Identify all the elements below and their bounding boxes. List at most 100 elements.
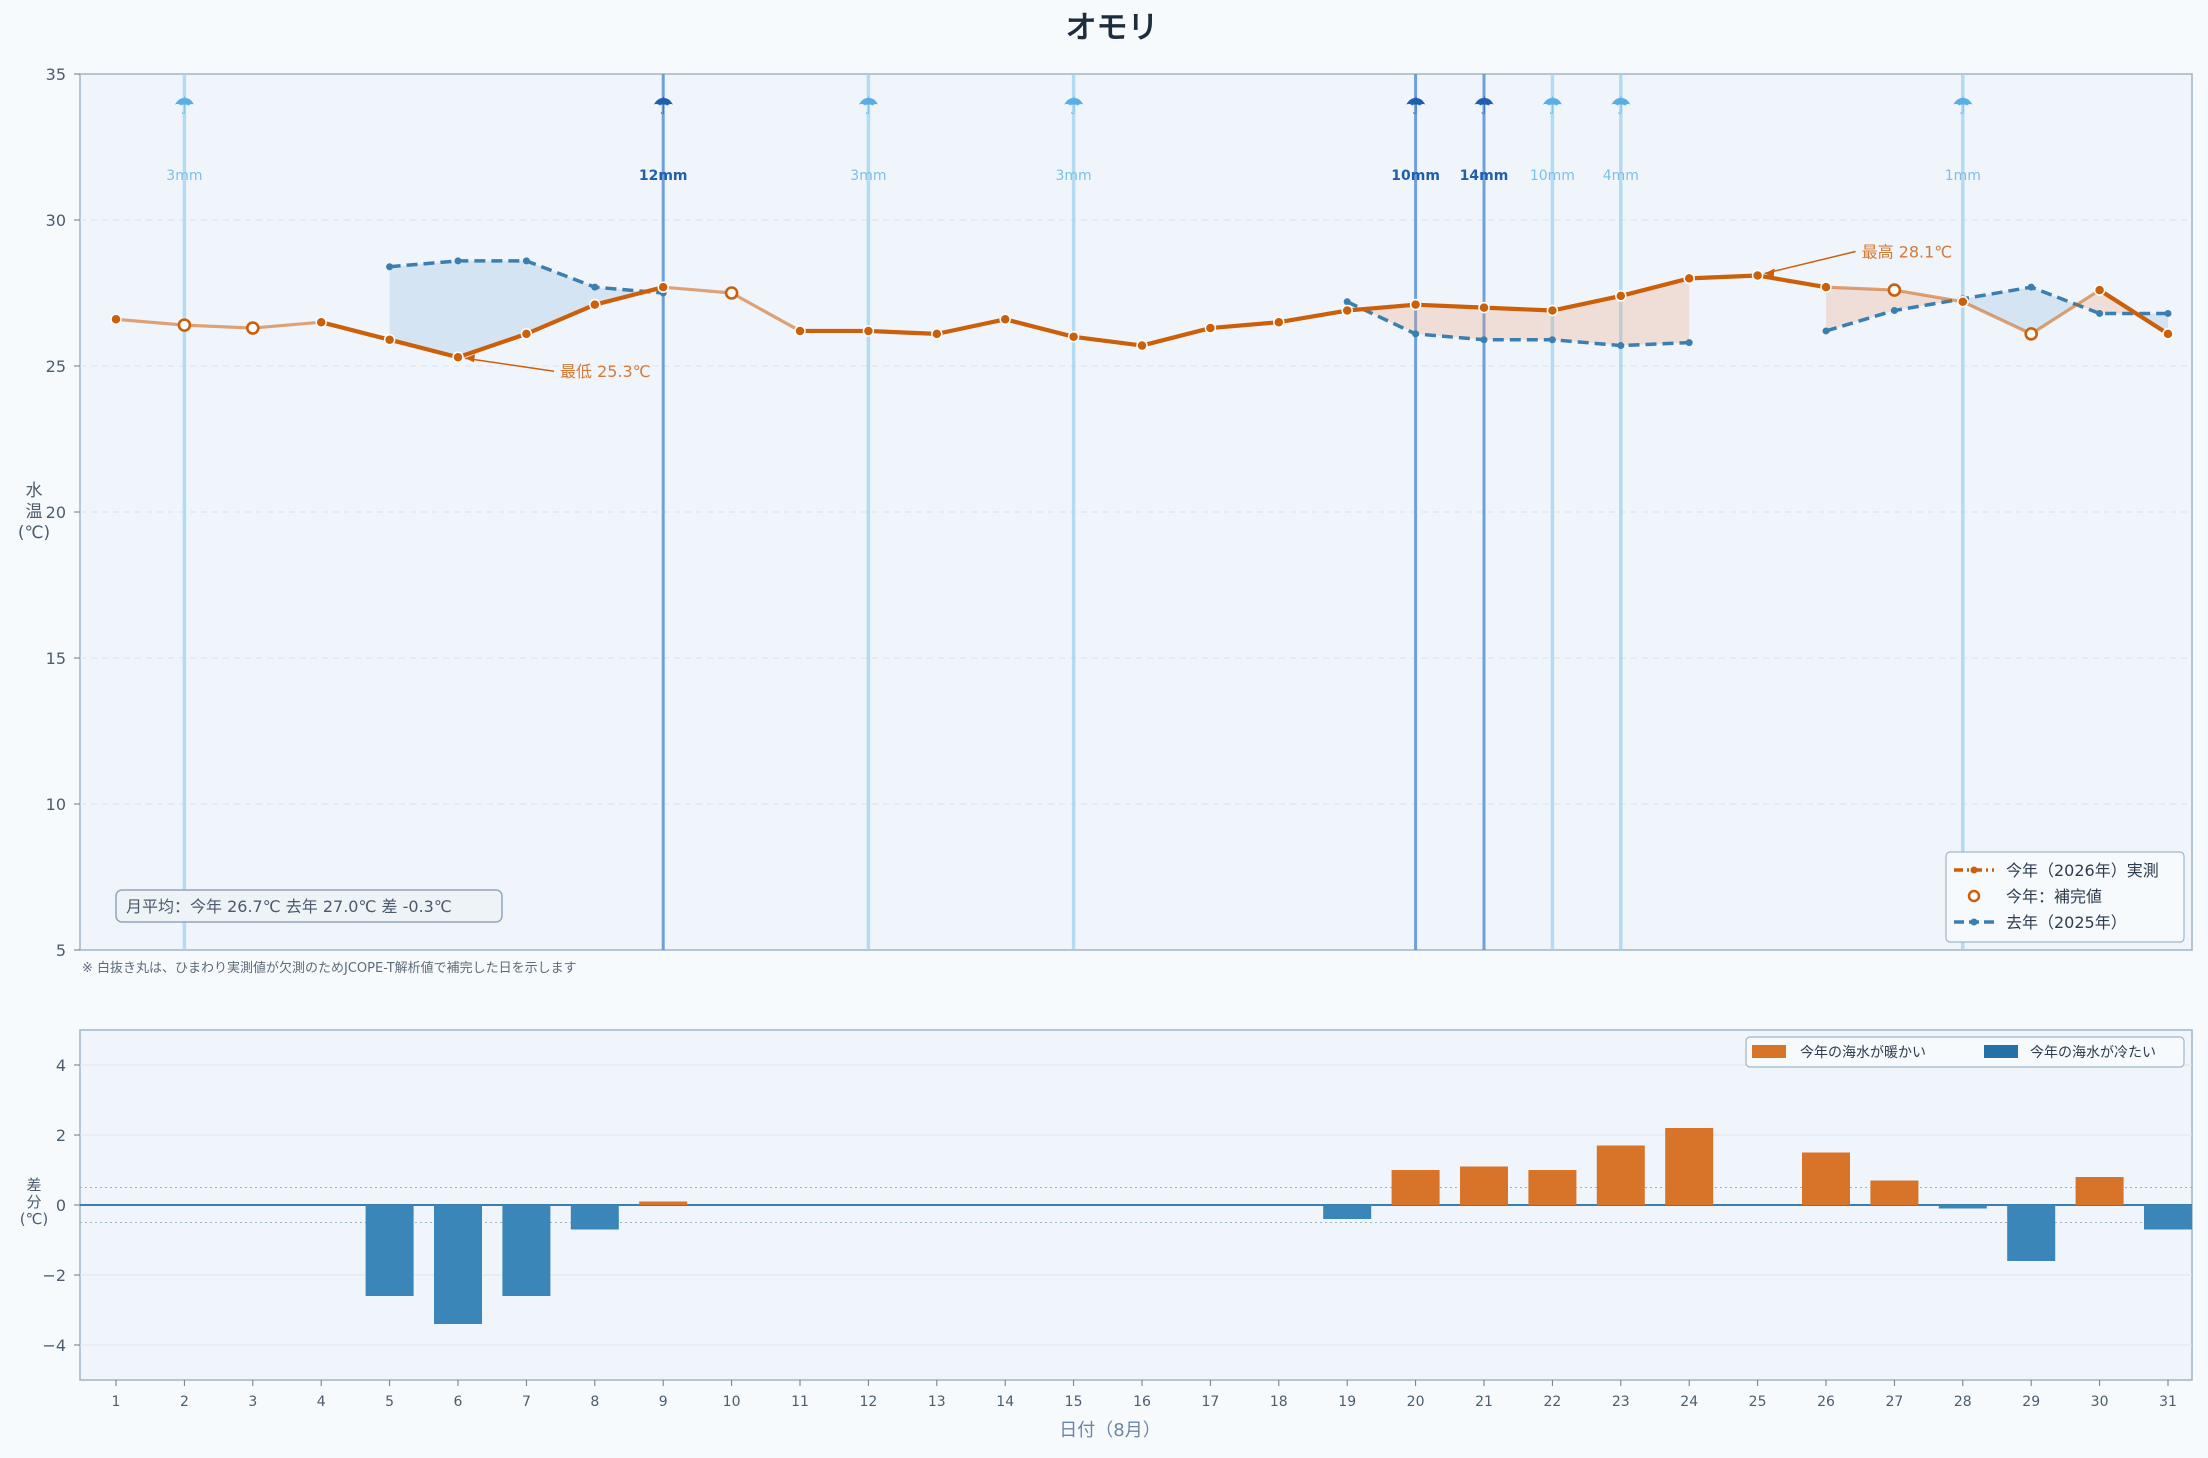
this-year-line <box>524 302 597 336</box>
this-year-point <box>1683 272 1695 285</box>
difference-band <box>1620 278 1690 346</box>
x-tick-label: 7 <box>522 1394 531 1410</box>
x-tick-label: 5 <box>385 1394 394 1410</box>
rain-amount-label: 12mm <box>639 168 688 184</box>
cold-bar <box>1323 1205 1372 1219</box>
y-axis-label-part: 水 <box>26 481 43 501</box>
this-year-point <box>1067 331 1080 343</box>
x-tick-label: 28 <box>1954 1394 1972 1410</box>
this-year-line <box>1208 320 1281 331</box>
rain-amount-label: 4mm <box>1603 168 1639 184</box>
this-year-line <box>1276 308 1350 325</box>
x-tick-label: 24 <box>1680 1394 1698 1410</box>
last-year-point <box>1548 336 1556 344</box>
this-year-line <box>661 285 734 295</box>
y-tick-label: 2 <box>56 1126 66 1145</box>
this-year-line <box>1892 288 1965 304</box>
y-tick-label: 0 <box>56 1196 66 1215</box>
this-year-point <box>110 313 122 326</box>
this-year-line <box>1824 285 1897 292</box>
day-ticks: 1 2 3 4 5 6 7 8 9 10 11 12 13 14 15 16 17 18 19 20 21 22 23 24 2… <box>112 1380 2177 1410</box>
this-year-point <box>1478 301 1490 314</box>
temperature-grid <box>80 219 2192 805</box>
this-year-line <box>1139 325 1213 348</box>
cold-bar <box>365 1205 414 1296</box>
warm-bar <box>639 1201 688 1205</box>
temperature-y-label: 水温(℃) <box>18 481 50 543</box>
x-tick-label: 3 <box>248 1394 257 1410</box>
x-tick-label: 17 <box>1201 1394 1219 1410</box>
last-year-point <box>522 257 530 265</box>
this-year-point <box>589 298 601 311</box>
x-tick-label: 30 <box>2091 1394 2109 1410</box>
warm-bar <box>1460 1166 1508 1205</box>
footnote: ※ 白抜き丸は、ひまわり実測値が欠測のためJCOPE-T解析値で補完した日を示し… <box>82 960 577 976</box>
warm-bar <box>1802 1152 1850 1205</box>
this-year-line <box>866 328 939 336</box>
this-year-line <box>455 331 529 360</box>
umbrella-icon: ☂ <box>1952 92 1974 120</box>
x-tick-label: 16 <box>1133 1394 1151 1410</box>
this-year-line <box>1961 300 2033 336</box>
y-tick-label: 30 <box>46 211 66 230</box>
y-axis-label-part: (℃) <box>18 523 50 543</box>
last-year-point <box>1685 339 1693 347</box>
interpolated-point <box>177 318 192 332</box>
annotation-arrowhead <box>1764 268 1775 278</box>
legend-interpolated: 今年：補完値 <box>2006 887 2102 906</box>
x-tick-label: 25 <box>1749 1394 1767 1410</box>
x-tick-label: 10 <box>723 1394 741 1410</box>
x-tick-label: 8 <box>590 1394 599 1410</box>
warm-bar <box>1391 1170 1440 1205</box>
temperature-series <box>110 257 2174 363</box>
rain-amount-label: 10mm <box>1530 168 1575 184</box>
temperature-legend: 今年（2026年）実測 今年：補完値 去年（2025年） <box>1945 851 2185 943</box>
temperature-y-ticks: 5 10 15 20 25 30 35 <box>46 65 80 960</box>
legend-this-year: 今年（2026年）実測 <box>2006 861 2159 880</box>
warm-bar <box>2075 1177 2124 1205</box>
legend-warm-swatch <box>1752 1045 1786 1058</box>
rain-markers: ☂ 3mm ☂ 12mm ☂ 3mm ☂ 3mm ☂ 10mm ☂ 14mm ☂ 10mm ☂ 4mm ☂ 1mm <box>166 74 1981 950</box>
monthly-summary: 月平均：今年 26.7℃ 去年 27.0℃ 差 -0.3℃ <box>126 897 452 916</box>
annotation-arrowhead <box>465 354 475 363</box>
cold-bar <box>570 1205 619 1230</box>
umbrella-icon: ☂ <box>1063 92 1085 120</box>
last-year-point <box>1412 330 1420 338</box>
monthly-summary-box: 月平均：今年 26.7℃ 去年 27.0℃ 差 -0.3℃ <box>115 889 503 923</box>
y-tick-label: 15 <box>46 649 66 668</box>
legend-last-year: 去年（2025年） <box>2006 913 2127 932</box>
difference-band <box>1962 287 2032 334</box>
cold-bar <box>1938 1205 1987 1209</box>
difference-band <box>1484 307 1553 340</box>
interpolated-point <box>724 286 739 300</box>
x-tick-label: 27 <box>1885 1394 1903 1410</box>
warm-bar <box>1870 1180 1919 1205</box>
y-tick-label: 25 <box>46 357 66 376</box>
x-tick-label: 29 <box>2022 1394 2040 1410</box>
x-tick-label: 1 <box>112 1394 121 1410</box>
y-tick-label: 5 <box>56 941 66 960</box>
y-tick-label: 10 <box>46 795 66 814</box>
y-axis-label-part: 差 <box>26 1176 41 1194</box>
difference-fill <box>389 260 2168 358</box>
cold-bar <box>2144 1205 2192 1230</box>
x-tick-label: 11 <box>791 1394 809 1410</box>
last-year-point <box>1822 327 1830 335</box>
difference-band <box>1894 290 1955 311</box>
this-year-line <box>319 320 392 342</box>
this-year-line <box>1345 302 1418 313</box>
this-year-point <box>862 325 875 337</box>
y-tick-label: 35 <box>46 65 66 84</box>
annotation-arrow <box>464 357 555 372</box>
umbrella-icon: ☂ <box>858 92 880 120</box>
y-tick-label: −2 <box>42 1266 66 1285</box>
x-tick-label: 31 <box>2159 1394 2177 1410</box>
difference-band <box>1415 304 1484 340</box>
interpolated-point <box>1887 283 1902 297</box>
legend-last-year-marker <box>1970 918 1978 926</box>
this-year-point <box>931 328 943 340</box>
this-year-point <box>1957 296 1969 308</box>
rain-amount-label: 3mm <box>1056 168 1092 184</box>
warm-bar <box>1665 1128 1714 1205</box>
